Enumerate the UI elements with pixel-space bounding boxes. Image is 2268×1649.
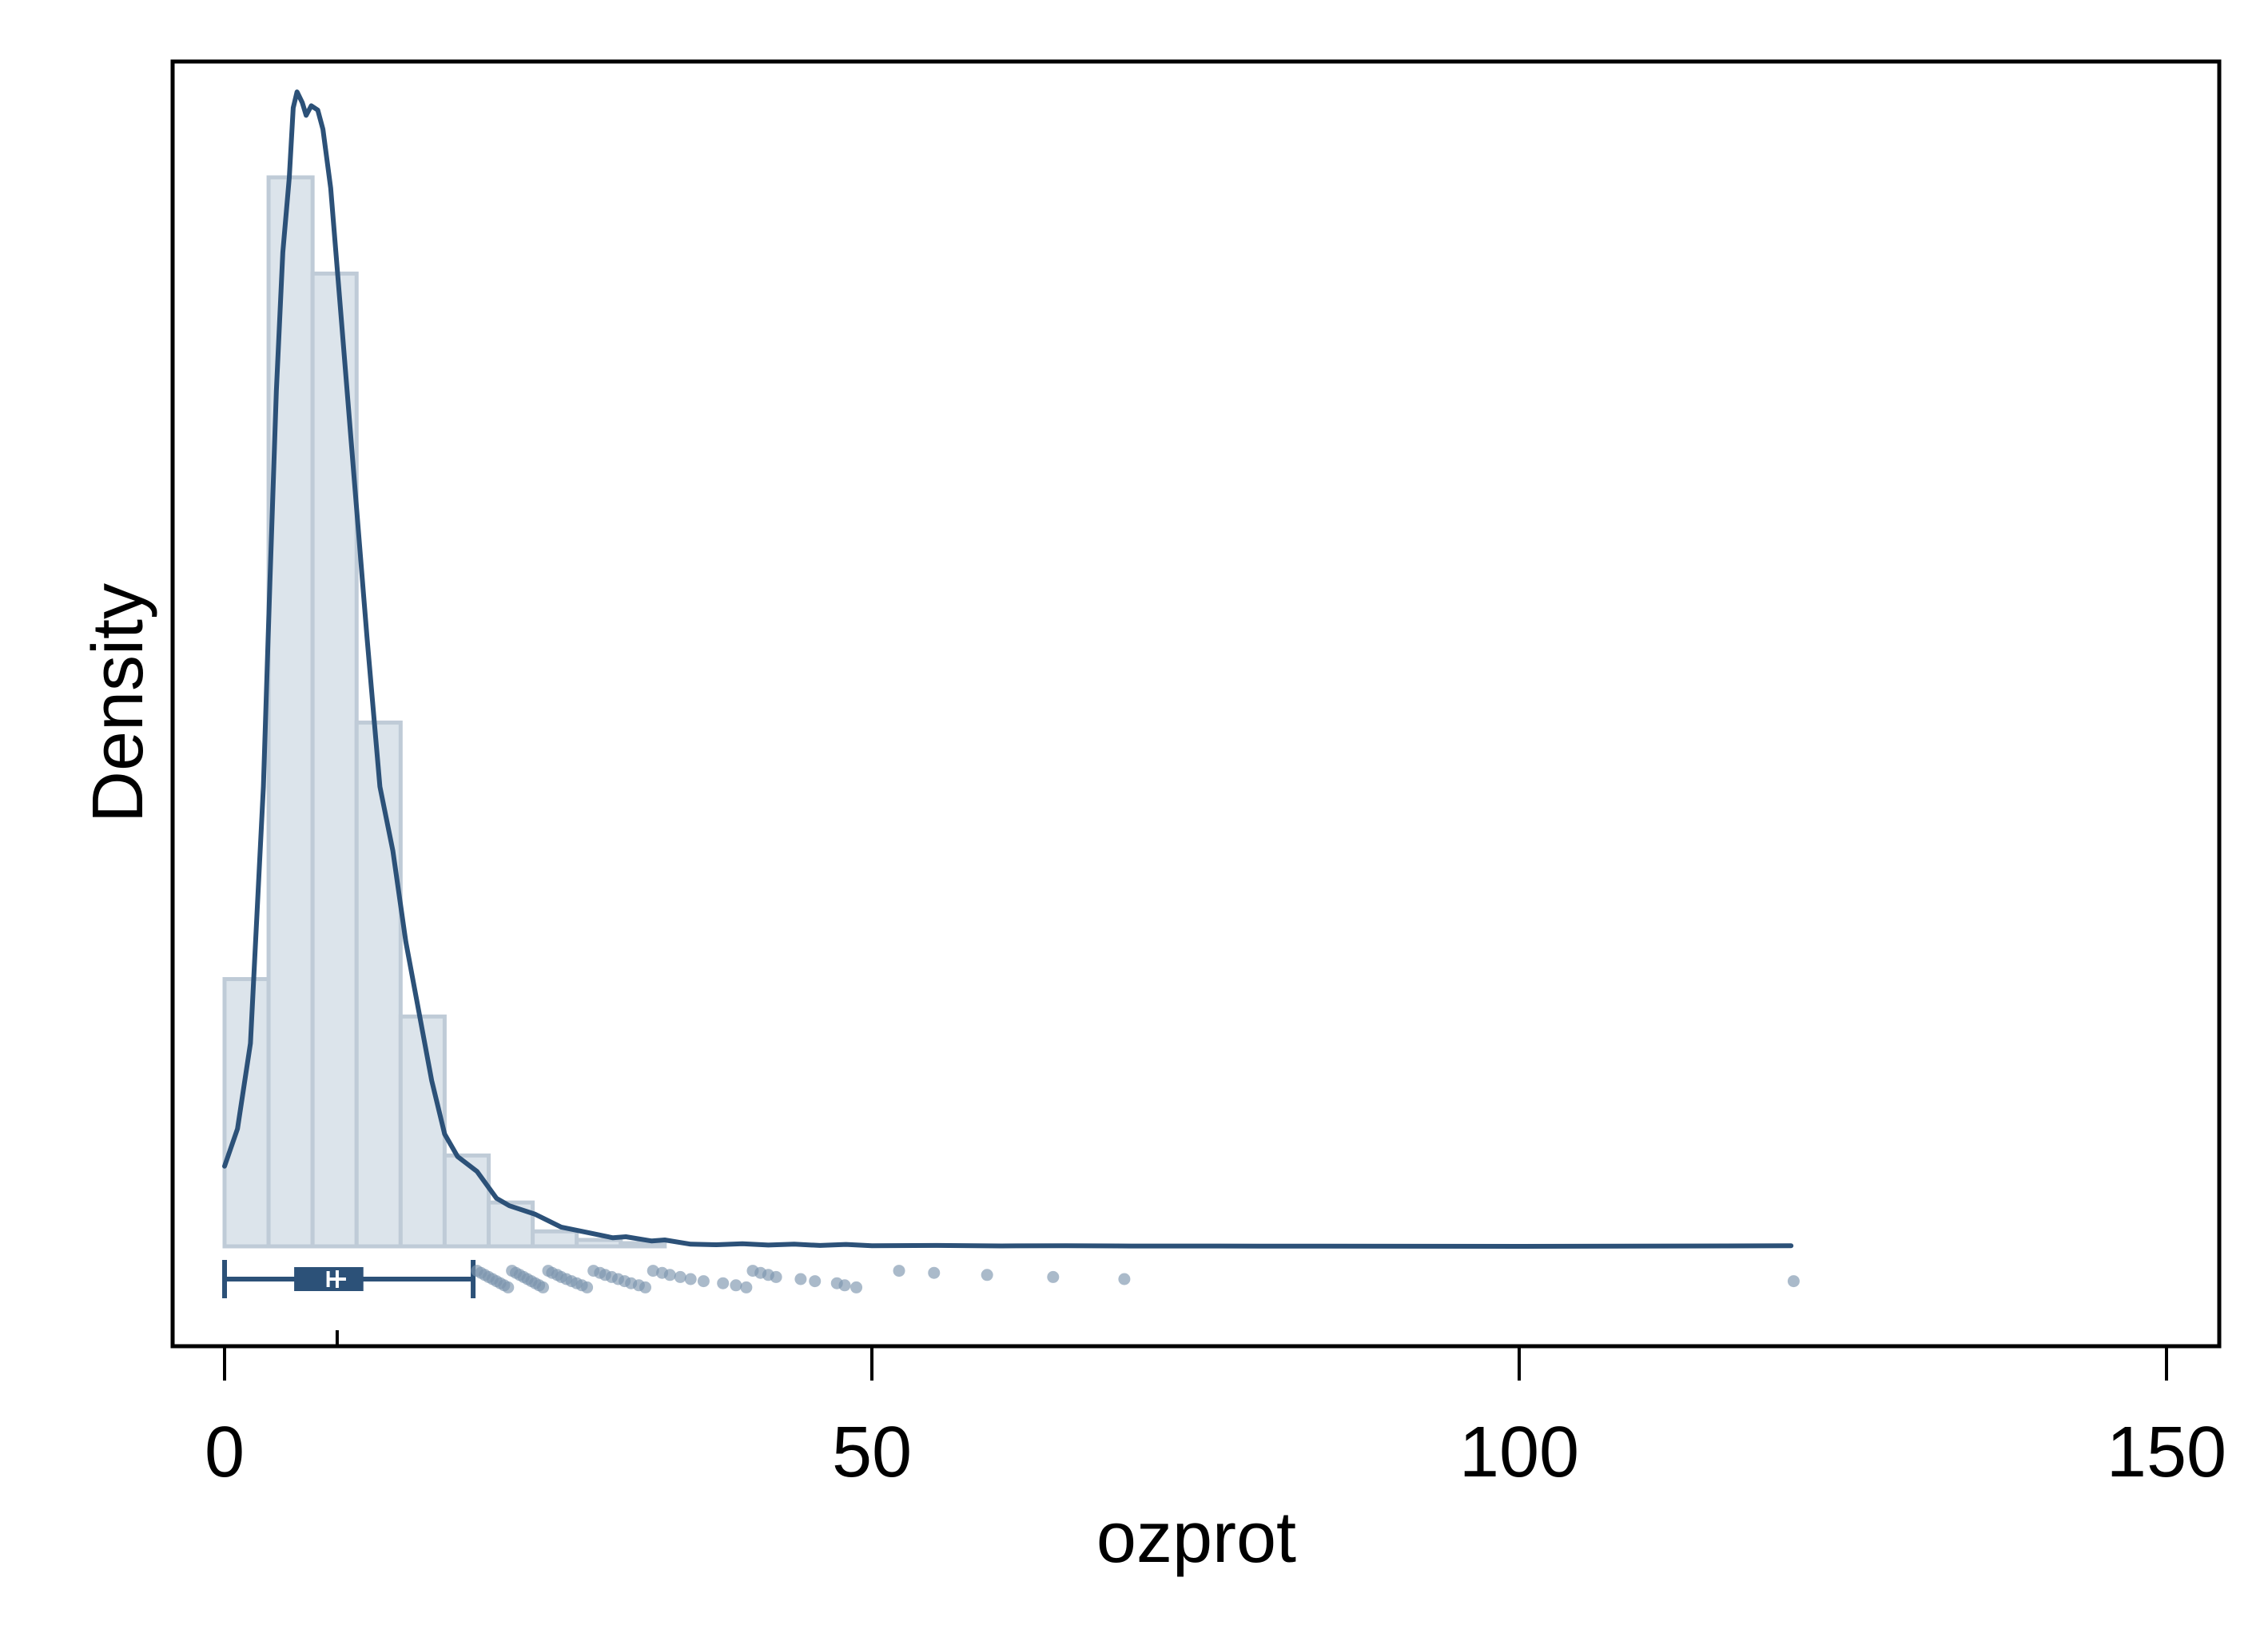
outlier-point: [928, 1266, 941, 1279]
outlier-point: [730, 1279, 742, 1292]
outlier-point: [850, 1281, 863, 1293]
outlier-point: [1047, 1270, 1060, 1283]
outlier-point: [809, 1275, 822, 1288]
outlier-point: [893, 1265, 905, 1277]
outlier-point: [537, 1281, 550, 1293]
outlier-point: [639, 1281, 651, 1293]
outlier-point: [674, 1270, 686, 1283]
histogram-bar: [222, 977, 271, 1249]
outlier-point: [1787, 1275, 1800, 1288]
outlier-point: [981, 1269, 993, 1281]
plot-frame: [170, 59, 2222, 1349]
outlier-point: [740, 1281, 753, 1293]
histogram-bar: [531, 1229, 579, 1249]
x-tick-label: 100: [1459, 1413, 1579, 1492]
histogram-bar: [442, 1153, 491, 1249]
outlier-point: [697, 1275, 710, 1288]
outlier-point: [770, 1270, 782, 1283]
outlier-points: [471, 1265, 1800, 1293]
x-tick-label: 0: [205, 1413, 245, 1492]
outlier-point: [717, 1277, 730, 1289]
x-axis-title: ozprot: [1096, 1498, 1296, 1578]
x-axis: 0 50 100 150: [205, 1346, 2226, 1492]
outlier-point: [581, 1281, 594, 1293]
outlier-point: [684, 1273, 697, 1285]
y-axis-title: Density: [78, 583, 158, 823]
histogram-bar: [266, 175, 315, 1249]
horizontal-boxplot: [222, 1260, 476, 1346]
outlier-point: [794, 1273, 807, 1285]
outlier-point: [838, 1279, 851, 1292]
outlier-point: [1118, 1273, 1131, 1285]
kernel-density-curve: [222, 89, 1794, 1249]
outlier-point: [663, 1269, 676, 1281]
histogram-bar: [354, 720, 403, 1249]
density-line: [222, 89, 1794, 1249]
outlier-point: [647, 1265, 659, 1277]
histogram-bar: [575, 1238, 623, 1249]
histogram-bar: [619, 1241, 667, 1249]
histogram-bar: [398, 1014, 447, 1249]
outlier-point: [502, 1281, 515, 1293]
x-tick-label: 50: [832, 1413, 912, 1492]
x-tick-label: 150: [2107, 1413, 2226, 1492]
